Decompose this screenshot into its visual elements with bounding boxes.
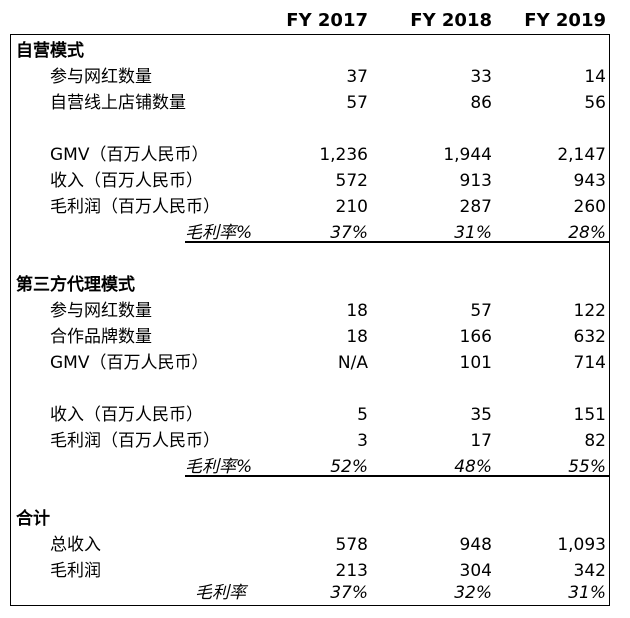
cell-fy2018: 86: [470, 93, 492, 113]
header-fy2019: FY 2019: [524, 10, 606, 31]
cell-fy2017: 37%: [330, 223, 368, 243]
cell-fy2018: 304: [459, 561, 492, 581]
cell-fy2018: 101: [459, 353, 492, 373]
cell-fy2017: 37%: [330, 583, 368, 603]
section-title-row: 第三方代理模式: [0, 272, 630, 298]
section-title-third-party: 第三方代理模式: [16, 275, 135, 295]
table-row: 毛利润 213 304 342: [0, 558, 630, 584]
row-label: 毛利率: [195, 583, 246, 603]
cell-fy2018: 166: [459, 327, 492, 347]
row-label: 收入（百万人民币）: [50, 171, 203, 191]
table-row: 毛利率% 52% 48% 55%: [0, 454, 630, 480]
row-label: 毛利润: [50, 561, 101, 581]
row-label: 自营线上店铺数量: [50, 93, 186, 113]
row-label: 毛利润（百万人民币）: [50, 197, 220, 217]
table-row: 自营线上店铺数量 57 86 56: [0, 90, 630, 116]
cell-fy2018: 948: [459, 535, 492, 555]
cell-fy2017: 210: [335, 197, 368, 217]
row-label: GMV（百万人民币）: [50, 353, 209, 373]
cell-fy2019: 56: [584, 93, 606, 113]
cell-fy2017: 213: [335, 561, 368, 581]
cell-fy2019: 31%: [568, 583, 606, 603]
table-row: 毛利率% 37% 31% 28%: [0, 220, 630, 246]
section-title-total: 合计: [16, 509, 50, 529]
cell-fy2018: 32%: [454, 583, 492, 603]
section-title-row: 合计: [0, 506, 630, 532]
row-label: 参与网红数量: [50, 301, 152, 321]
cell-fy2019: 122: [573, 301, 606, 321]
cell-fy2018: 17: [470, 431, 492, 451]
table-row: 毛利率 37% 32% 31%: [0, 580, 630, 606]
cell-fy2017: 18: [346, 327, 368, 347]
cell-fy2019: 14: [584, 67, 606, 87]
table-row: 毛利润（百万人民币） 210 287 260: [0, 194, 630, 220]
table-row: 毛利润（百万人民币） 3 17 82: [0, 428, 630, 454]
cell-fy2017: N/A: [337, 353, 368, 373]
cell-fy2019: 2,147: [557, 145, 606, 165]
section-title-self-operated: 自营模式: [16, 41, 84, 61]
cell-fy2019: 260: [573, 197, 606, 217]
margin-underline: [185, 475, 610, 477]
table-row: 收入（百万人民币） 572 913 943: [0, 168, 630, 194]
table-row: 合作品牌数量 18 166 632: [0, 324, 630, 350]
cell-fy2017: 578: [335, 535, 368, 555]
cell-fy2017: 1,236: [319, 145, 368, 165]
cell-fy2017: 52%: [330, 457, 368, 477]
row-label: 毛利率%: [185, 457, 253, 477]
margin-underline: [185, 241, 610, 243]
cell-fy2018: 57: [470, 301, 492, 321]
table-row: 参与网红数量 18 57 122: [0, 298, 630, 324]
cell-fy2017: 5: [357, 405, 368, 425]
cell-fy2018: 33: [470, 67, 492, 87]
header-fy2018: FY 2018: [410, 10, 492, 31]
row-label: 参与网红数量: [50, 67, 152, 87]
cell-fy2019: 714: [573, 353, 606, 373]
cell-fy2017: 18: [346, 301, 368, 321]
cell-fy2018: 1,944: [443, 145, 492, 165]
cell-fy2017: 37: [346, 67, 368, 87]
row-label: GMV（百万人民币）: [50, 145, 209, 165]
cell-fy2017: 572: [335, 171, 368, 191]
header-row: FY 2017 FY 2018 FY 2019: [0, 8, 630, 34]
table-row: GMV（百万人民币） N/A 101 714: [0, 350, 630, 376]
cell-fy2018: 48%: [454, 457, 492, 477]
cell-fy2017: 3: [357, 431, 368, 451]
cell-fy2019: 1,093: [557, 535, 606, 555]
cell-fy2019: 632: [573, 327, 606, 347]
cell-fy2017: 57: [346, 93, 368, 113]
cell-fy2019: 55%: [568, 457, 606, 477]
cell-fy2018: 35: [470, 405, 492, 425]
cell-fy2018: 31%: [454, 223, 492, 243]
cell-fy2019: 82: [584, 431, 606, 451]
cell-fy2019: 28%: [568, 223, 606, 243]
cell-fy2019: 943: [573, 171, 606, 191]
cell-fy2018: 913: [459, 171, 492, 191]
cell-fy2019: 151: [573, 405, 606, 425]
cell-fy2018: 287: [459, 197, 492, 217]
table-row: 收入（百万人民币） 5 35 151: [0, 402, 630, 428]
cell-fy2019: 342: [573, 561, 606, 581]
row-label: 毛利润（百万人民币）: [50, 431, 220, 451]
header-fy2017: FY 2017: [286, 10, 368, 31]
table-frame: [10, 34, 610, 606]
row-label: 毛利率%: [185, 223, 253, 243]
table-row: 总收入 578 948 1,093: [0, 532, 630, 558]
row-label: 总收入: [50, 535, 101, 555]
row-label: 收入（百万人民币）: [50, 405, 203, 425]
table-row: GMV（百万人民币） 1,236 1,944 2,147: [0, 142, 630, 168]
table-row: 参与网红数量 37 33 14: [0, 64, 630, 90]
row-label: 合作品牌数量: [50, 327, 152, 347]
section-title-row: 自营模式: [0, 38, 630, 64]
